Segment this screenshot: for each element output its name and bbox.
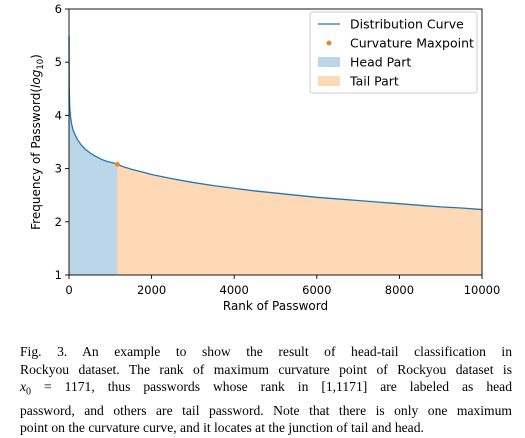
figure-caption: Fig. 3. An example to show the result of…	[20, 343, 512, 437]
legend-label: Head Part	[350, 55, 411, 70]
legend-box	[309, 11, 478, 94]
x-axis-label: Rank of Password	[223, 299, 328, 313]
curvature-maxpoint-marker	[114, 161, 120, 167]
y-tick-label: 6	[55, 2, 62, 16]
caption-line-3: x0 = 1171, thus passwords whose rank in …	[20, 379, 512, 398]
chart-svg: 0 2000 4000 6000 8000 10000 1 2 3 4 5 6 Rank of Pas…	[29, 2, 501, 313]
legend-swatch-tail-part	[318, 76, 340, 86]
caption-line-2: Rockyou dataset. The rank of maximum cur…	[20, 361, 512, 377]
area-fills	[69, 36, 482, 275]
legend-swatch-head-part	[318, 57, 340, 67]
caption-line-4: password, and others are tail password. …	[20, 402, 512, 418]
legend-label: Tail Part	[349, 74, 399, 89]
tail-part-area	[117, 164, 482, 275]
ticks: 0 2000 4000 6000 8000 10000 1 2 3 4 5 6	[55, 2, 501, 297]
y-axis-label: Frequency of Password(log10)	[29, 54, 46, 230]
x-tick-label: 10000	[464, 283, 501, 297]
y-tick-label: 3	[55, 162, 62, 176]
y-tick-label: 5	[55, 55, 62, 69]
distribution-curve-line	[68, 35, 483, 211]
y-tick-label: 2	[55, 215, 62, 229]
legend: Distribution Curve Curvature Maxpoint Head…	[309, 11, 478, 94]
x-tick-label: 0	[65, 283, 72, 297]
chart-figure: 0 2000 4000 6000 8000 10000 1 2 3 4 5 6 Rank of Pas…	[29, 2, 501, 313]
legend-swatch-curvature-maxpoint	[326, 40, 332, 46]
legend-label: Curvature Maxpoint	[350, 36, 474, 51]
plot-frame	[68, 8, 483, 276]
head-part-area	[69, 36, 118, 275]
y-tick-label: 1	[55, 268, 62, 282]
caption-line-1: Fig. 3. An example to show the result of…	[20, 344, 512, 359]
x-tick-label: 4000	[220, 283, 249, 297]
curve-layer	[68, 35, 483, 211]
axes	[68, 8, 483, 276]
legend-label: Distribution Curve	[350, 17, 464, 32]
y-tick-label: 4	[55, 108, 62, 122]
caption-line-5: point on the curvature curve, and it loc…	[20, 420, 424, 436]
x-tick-label: 6000	[302, 283, 331, 297]
x-tick-label: 8000	[385, 283, 414, 297]
x-tick-label: 2000	[137, 283, 166, 297]
